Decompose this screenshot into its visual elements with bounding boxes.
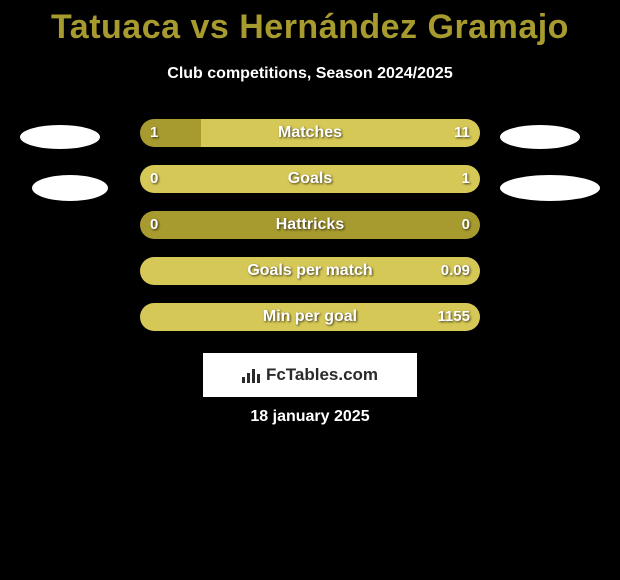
stat-bar-right (140, 165, 480, 193)
stat-bar-right (201, 119, 480, 147)
stat-value-right: 11 (454, 119, 470, 147)
stat-value-right: 1155 (437, 303, 470, 331)
subtitle: Club competitions, Season 2024/2025 (0, 65, 620, 83)
stat-value-left: 1 (150, 119, 158, 147)
stat-value-right: 0.09 (441, 257, 470, 285)
stat-bar (140, 165, 480, 193)
stat-row: Hattricks00 (0, 211, 620, 239)
stat-bar (140, 303, 480, 331)
stat-value-left: 0 (150, 165, 158, 193)
stat-bar-left (140, 211, 480, 239)
bar-chart-icon (242, 367, 262, 383)
stat-bar (140, 211, 480, 239)
decor-ellipse-row1-left (32, 175, 108, 201)
decor-ellipse-row0-right (500, 125, 580, 149)
stat-value-left: 0 (150, 211, 158, 239)
stat-row: Min per goal1155 (0, 303, 620, 331)
stat-bar (140, 119, 480, 147)
stats-rows: Matches111Goals01Hattricks00Goals per ma… (0, 119, 620, 331)
stat-row: Goals per match0.09 (0, 257, 620, 285)
date-text: 18 january 2025 (0, 408, 620, 426)
stat-bar-right (140, 303, 480, 331)
brand-text: FcTables.com (266, 365, 378, 385)
decor-ellipse-row1-right (500, 175, 600, 201)
page-title: Tatuaca vs Hernández Gramajo (0, 0, 620, 47)
stat-value-right: 0 (462, 211, 470, 239)
decor-ellipse-row0-left (20, 125, 100, 149)
stat-bar (140, 257, 480, 285)
brand-box: FcTables.com (203, 353, 417, 397)
stat-bar-right (140, 257, 480, 285)
stat-value-right: 1 (462, 165, 470, 193)
